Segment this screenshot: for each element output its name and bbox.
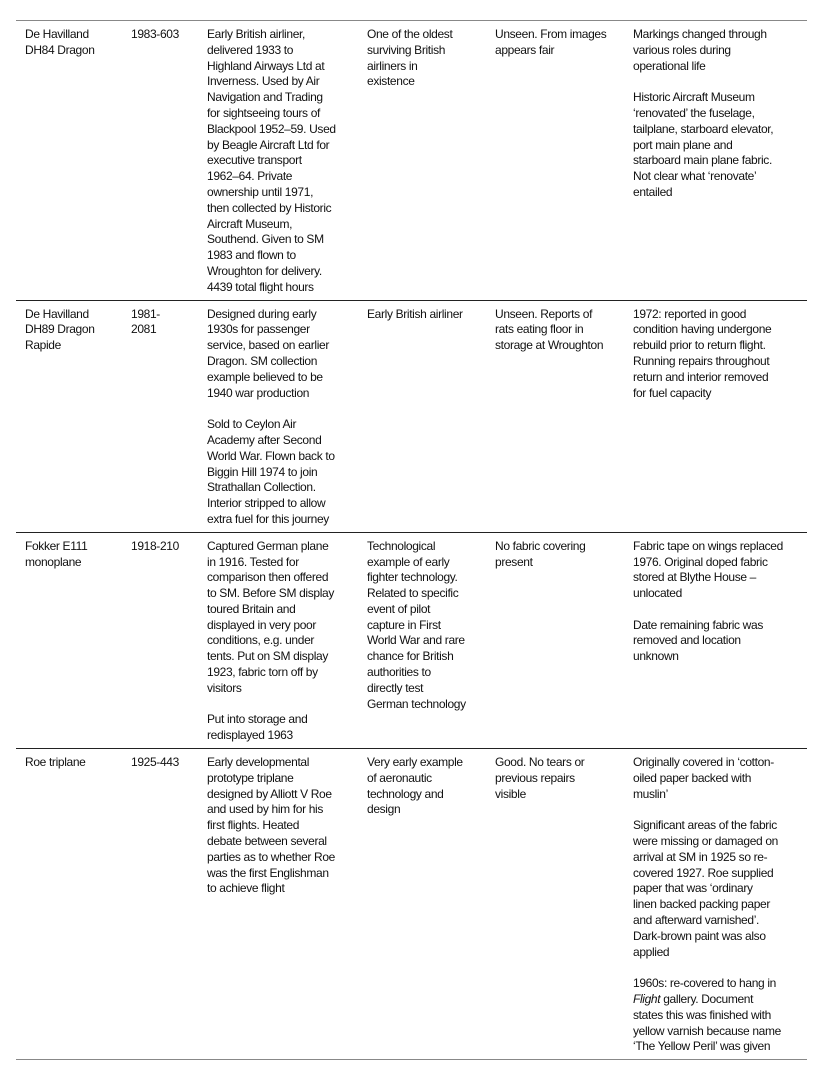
text-run: gallery. Document states this was finish…: [633, 992, 781, 1054]
cell-paragraph: No fabric covering present: [495, 538, 586, 569]
cell-inventory-number: 1981- 2081: [131, 307, 207, 528]
cell-paragraph: Designed during early 1930s for passenge…: [207, 306, 329, 400]
cell-paragraph: De Havilland DH89 Dragon Rapide: [25, 306, 95, 353]
table-row: De Havilland DH84 Dragon 1983-603 Early Br…: [16, 21, 807, 301]
cell-treatment-history: 1972: reported in good condition having …: [633, 307, 816, 528]
italic-text: Flight: [633, 992, 661, 1007]
cell-paragraph: Roe triplane: [25, 755, 86, 770]
cell-condition: Good. No tears or previous repairs visib…: [495, 755, 633, 1055]
cell-paragraph: Early British airliner, delivered 1933 t…: [207, 27, 336, 294]
cell-paragraph: One of the oldest surviving British airl…: [367, 27, 453, 89]
cell-condition: No fabric covering present: [495, 539, 633, 744]
cell-paragraph: Sold to Ceylon Air Academy after Second …: [207, 417, 335, 526]
cell-inventory-number: 1925-443: [131, 755, 207, 1055]
cell-significance: One of the oldest surviving British airl…: [367, 27, 495, 296]
cell-paragraph: Fokker E111 monoplane: [25, 538, 88, 569]
cell-treatment-history: Fabric tape on wings replaced 1976. Orig…: [633, 539, 816, 744]
cell-treatment-history: Markings changed through various roles d…: [633, 27, 816, 296]
cell-paragraph: 1960s: re-covered to hang in Flight gall…: [633, 976, 816, 1055]
aircraft-table: De Havilland DH84 Dragon 1983-603 Early Br…: [16, 20, 807, 1061]
cell-inventory-number: 1918-210: [131, 539, 207, 744]
cell-paragraph: Significant areas of the fabric were mis…: [633, 818, 778, 959]
cell-paragraph: Technological example of early fighter t…: [367, 538, 466, 711]
cell-inventory-number: 1983-603: [131, 27, 207, 296]
cell-paragraph: Good. No tears or previous repairs visib…: [495, 755, 585, 801]
cell-paragraph: Unseen. Reports of rats eating floor in …: [495, 306, 604, 353]
cell-paragraph: Captured German plane in 1916. Tested fo…: [207, 538, 334, 695]
text-run: 1960s: re-covered to hang in: [633, 976, 776, 991]
cell-paragraph: 1981- 2081: [131, 306, 160, 337]
cell-paragraph: 1972: reported in good condition having …: [633, 306, 772, 400]
cell-significance: Early British airliner: [367, 307, 495, 528]
cell-condition: Unseen. Reports of rats eating floor in …: [495, 307, 633, 528]
cell-object-name: Roe triplane: [25, 755, 131, 1055]
cell-paragraph: Date remaining fabric was removed and lo…: [633, 617, 763, 664]
cell-paragraph: Early British airliner: [367, 306, 463, 321]
table-row: Fokker E111 monoplane 1918-210 Captured Ge…: [16, 533, 807, 750]
cell-paragraph: 1918-210: [131, 538, 179, 553]
cell-significance: Very early example of aeronautic technol…: [367, 755, 495, 1055]
cell-paragraph: Early developmental prototype triplane d…: [207, 755, 335, 896]
cell-paragraph: Markings changed through various roles d…: [633, 27, 767, 73]
cell-history: Designed during early 1930s for passenge…: [207, 307, 367, 528]
cell-object-name: De Havilland DH84 Dragon: [25, 27, 131, 296]
cell-paragraph: Originally covered in ‘cotton- oiled pap…: [633, 755, 774, 801]
cell-paragraph: Very early example of aeronautic technol…: [367, 755, 463, 817]
cell-paragraph: 1983-603: [131, 27, 179, 41]
cell-paragraph: Unseen. From images appears fair: [495, 27, 607, 57]
cell-history: Early developmental prototype triplane d…: [207, 755, 367, 1055]
cell-treatment-history: Originally covered in ‘cotton- oiled pap…: [633, 755, 816, 1055]
cell-paragraph: De Havilland DH84 Dragon: [25, 27, 95, 57]
cell-paragraph: Fabric tape on wings replaced 1976. Orig…: [633, 538, 783, 601]
cell-object-name: Fokker E111 monoplane: [25, 539, 131, 744]
cell-history: Captured German plane in 1916. Tested fo…: [207, 539, 367, 744]
cell-paragraph: Put into storage and redisplayed 1963: [207, 712, 308, 743]
cell-paragraph: Historic Aircraft Museum ‘renovated’ the…: [633, 90, 774, 199]
cell-significance: Technological example of early fighter t…: [367, 539, 495, 744]
cell-paragraph: 1925-443: [131, 755, 179, 770]
cell-object-name: De Havilland DH89 Dragon Rapide: [25, 307, 131, 528]
table-row: Roe triplane 1925-443 Early developmental …: [16, 749, 807, 1059]
cell-history: Early British airliner, delivered 1933 t…: [207, 27, 367, 296]
cell-condition: Unseen. From images appears fair: [495, 27, 633, 296]
table-row: De Havilland DH89 Dragon Rapide 1981- 208…: [16, 301, 807, 533]
